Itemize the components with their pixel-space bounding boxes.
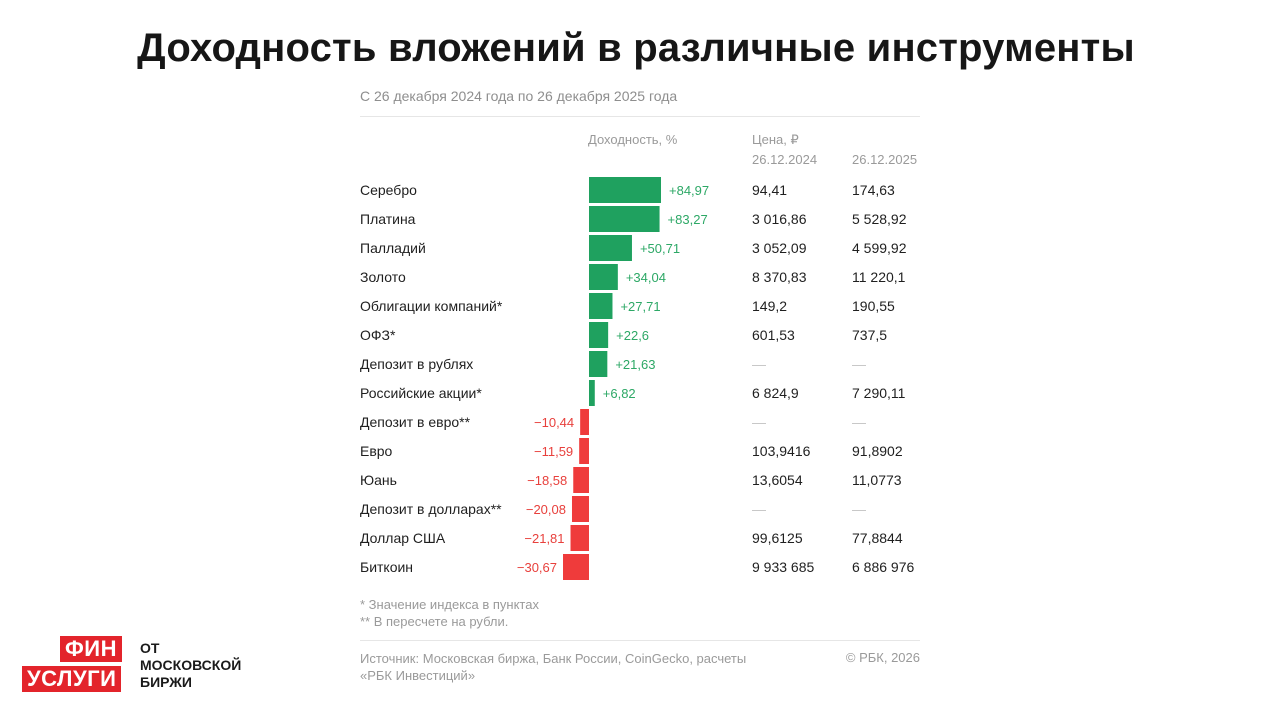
divider — [360, 640, 920, 641]
price-2024: 601,53 — [752, 327, 795, 343]
logo-line2: УСЛУГИ — [22, 666, 122, 692]
logo-caption: ОТ МОСКОВСКОЙ БИРЖИ — [140, 640, 241, 691]
data-label: +50,71 — [640, 241, 680, 256]
price-2025: 6 886 976 — [852, 559, 915, 575]
price-2025: — — [852, 414, 866, 430]
data-label: +27,71 — [620, 299, 660, 314]
data-label: +6,82 — [603, 386, 636, 401]
price-2025: 174,63 — [852, 182, 895, 198]
row-label: Депозит в евро** — [360, 414, 471, 430]
bar — [589, 293, 613, 319]
price-2024: 94,41 — [752, 182, 788, 198]
row-label: Юань — [360, 472, 397, 488]
copyright: © РБК, 2026 — [845, 650, 920, 665]
row-label: Депозит в долларах** — [360, 501, 502, 517]
row-label: Доллар США — [360, 530, 446, 546]
logo-line1: ФИН — [60, 636, 122, 662]
price-2024: — — [752, 356, 766, 372]
price-2025: 77,8844 — [852, 530, 903, 546]
price-2024: 9 933 685 — [752, 559, 815, 575]
footnote-index: * Значение индекса в пунктах — [360, 597, 539, 612]
price-2024: 149,2 — [752, 298, 788, 314]
price-2025: — — [852, 356, 866, 372]
row-label: Биткоин — [360, 559, 414, 575]
data-label: −30,67 — [517, 560, 557, 575]
bar — [580, 409, 589, 435]
chart-subtitle: С 26 декабря 2024 года по 26 декабря 202… — [360, 88, 678, 104]
price-2024: 6 824,9 — [752, 385, 799, 401]
price-2024: 99,6125 — [752, 530, 803, 546]
bar — [571, 496, 589, 522]
row-label: Палладий — [360, 240, 426, 256]
bar — [563, 554, 589, 580]
data-label: +83,27 — [668, 212, 708, 227]
bar — [589, 351, 608, 377]
price-2024: 3 052,09 — [752, 240, 807, 256]
price-2025: 11,0773 — [852, 472, 902, 488]
data-label: −21,81 — [524, 531, 564, 546]
bar — [570, 525, 589, 551]
fin-uslugi-logo: ФИН УСЛУГИ ОТ МОСКОВСКОЙ БИРЖИ — [22, 636, 252, 696]
data-label: +21,63 — [615, 357, 655, 372]
price-2025: — — [852, 501, 866, 517]
data-label: +84,97 — [669, 183, 709, 198]
bar — [589, 177, 661, 203]
bar — [589, 206, 660, 232]
price-2024: — — [752, 414, 766, 430]
row-label: Золото — [360, 269, 406, 285]
header-price: Цена, ₽ — [752, 132, 799, 147]
data-label: −10,44 — [534, 415, 574, 430]
row-label: Облигации компаний* — [360, 298, 503, 314]
row-label: Серебро — [360, 182, 417, 198]
header-yield: Доходность, % — [588, 132, 678, 147]
row-label: Евро — [360, 443, 393, 459]
data-label: −20,08 — [526, 502, 566, 517]
page-title: Доходность вложений в различные инструме… — [137, 26, 1135, 70]
price-2025: 7 290,11 — [852, 385, 906, 401]
source-note: Источник: Московская биржа, Банк России,… — [360, 651, 747, 683]
bar — [589, 322, 609, 348]
row-label: Российские акции* — [360, 385, 482, 401]
price-2024: 8 370,83 — [752, 269, 807, 285]
row-label: ОФЗ* — [360, 327, 396, 343]
price-2024: 3 016,86 — [752, 211, 807, 227]
bar — [589, 235, 632, 261]
price-2025: 190,55 — [852, 298, 895, 314]
price-2024: 103,9416 — [752, 443, 811, 459]
header-date-2025: 26.12.2025 — [852, 152, 918, 167]
price-2025: 91,8902 — [852, 443, 903, 459]
data-label: +22,6 — [616, 328, 649, 343]
price-2025: 11 220,1 — [852, 269, 906, 285]
price-2025: 737,5 — [852, 327, 888, 343]
price-2024: — — [752, 501, 766, 517]
header-date-2024: 26.12.2024 — [752, 152, 818, 167]
footnote-currency: ** В пересчете на рубли. — [360, 614, 509, 629]
bar — [573, 467, 589, 493]
data-label: +34,04 — [626, 270, 666, 285]
logo-caption-3: БИРЖИ — [140, 674, 192, 690]
price-2024: 13,6054 — [752, 472, 803, 488]
row-label: Депозит в рублях — [360, 356, 474, 372]
data-label: −18,58 — [527, 473, 567, 488]
bar — [579, 438, 589, 464]
bar — [589, 380, 595, 406]
row-label: Платина — [360, 211, 416, 227]
logo-caption-2: МОСКОВСКОЙ — [140, 657, 242, 673]
bar — [589, 264, 618, 290]
divider — [360, 116, 920, 117]
price-2025: 4 599,92 — [852, 240, 907, 256]
data-label: −11,59 — [534, 444, 573, 459]
price-2025: 5 528,92 — [852, 211, 907, 227]
logo-caption-1: ОТ — [140, 640, 160, 656]
